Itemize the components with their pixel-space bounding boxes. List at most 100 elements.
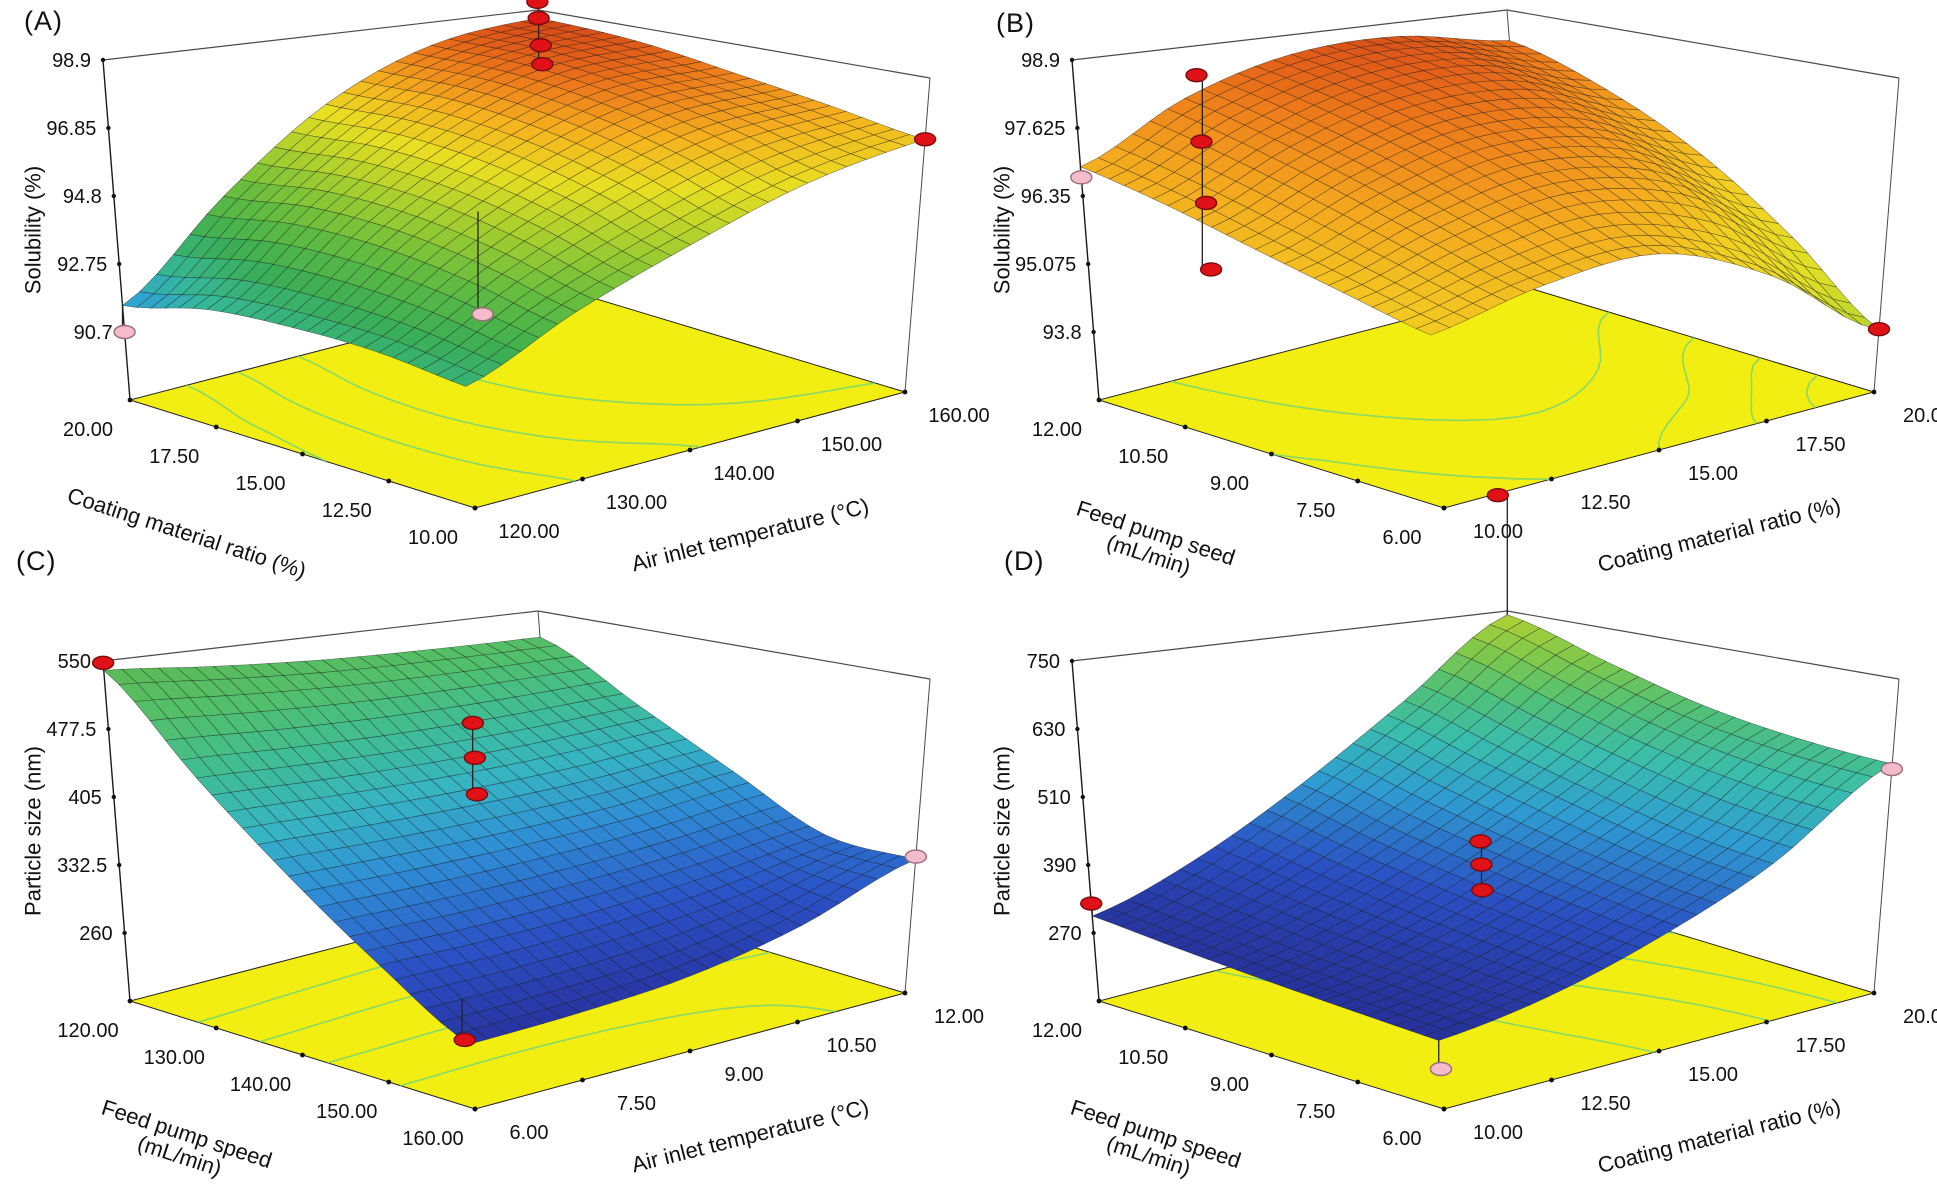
z-tick-dot [1075,726,1080,732]
svg-text:120.00: 120.00 [498,521,559,543]
svg-text:6.00: 6.00 [1383,1128,1422,1150]
axis2-tick-label: 150.00 [821,434,882,456]
axis1-tick-label: 150.00 [316,1101,377,1123]
design-points [1070,67,1891,337]
z-tick-dot [1075,125,1080,131]
svg-text:630: 630 [1032,719,1065,741]
panel-label-c: (C) [16,546,57,576]
svg-text:Particle size (nm): Particle size (nm) [21,746,46,916]
svg-text:Coating material ratio (%): Coating material ratio (%) [64,482,309,583]
svg-text:12.00: 12.00 [1032,419,1082,441]
axis2-tick-label: 20.00 [1903,405,1937,427]
z-tick-label: 98.9 [1021,50,1060,72]
svg-text:270: 270 [1048,923,1081,945]
svg-text:95.075: 95.075 [1015,254,1076,276]
axis1-tick-label: 12.50 [322,500,372,522]
design-points [113,0,937,340]
panel-label-a: (A) [24,6,63,36]
axis1-tick-dot [127,397,133,403]
z-axis [1071,59,1100,401]
box-top-edge-left [102,9,539,61]
svg-text:20.00: 20.00 [63,419,113,441]
svg-text:98.9: 98.9 [1021,50,1060,72]
z-axis-title: Solubility (%) [990,166,1015,294]
z-tick-label: 270 [1048,923,1081,945]
z-tick-label: 390 [1043,855,1076,877]
z-tick-dot [111,193,117,199]
design-point-marker-pink [1880,761,1904,777]
surface-mesh [103,636,917,1045]
z-tick-dot [1086,862,1091,868]
z-tick-label: 510 [1037,787,1070,809]
axis2-tick-label: 12.50 [1580,1093,1630,1115]
axis2-tick-label: 10.50 [826,1035,876,1057]
z-axis [102,660,131,1002]
box-top-edge-left [1071,610,1508,662]
svg-text:140.00: 140.00 [713,463,774,485]
design-point-marker-pink [471,307,494,322]
z-tick-dot [1080,193,1085,199]
floor-contours [1170,311,1819,481]
svg-text:Air inlet temperature (°C): Air inlet temperature (°C) [629,1094,871,1177]
svg-text:96.85: 96.85 [46,118,96,140]
svg-text:160.00: 160.00 [928,405,989,427]
z-tick-label: 630 [1032,719,1065,741]
svg-text:Solubility (%): Solubility (%) [990,166,1015,294]
z-tick-dot [1091,930,1096,936]
axis1-tick-dot [1355,478,1361,484]
axis2-title: Coating material ratio (%) [1595,1093,1843,1178]
axis2-tick-label: 20.00 [1903,1006,1937,1028]
axis1-tick-dot [300,1052,305,1058]
svg-text:97.625: 97.625 [1004,118,1065,140]
svg-text:390: 390 [1043,855,1076,877]
box-top-edge-right [1506,9,1900,79]
svg-text:12.00: 12.00 [934,1006,984,1028]
svg-text:12.50: 12.50 [1580,492,1630,514]
design-point-marker-red [913,132,937,147]
svg-text:12.00: 12.00 [1032,1020,1082,1042]
axis2-tick-dot [1549,476,1554,482]
axis1-tick-dot [127,998,133,1004]
z-tick-label: 260 [79,923,112,945]
svg-text:160.00: 160.00 [402,1128,463,1150]
design-point-marker-red [465,787,489,802]
axis1-tick-dot [1355,1079,1361,1085]
design-point-marker-red [531,57,554,72]
design-points [1080,487,1904,1077]
axis2-tick-dot [687,1048,693,1054]
surface-plot-panel-d: 750 630 510 390 270 12.00 10.50 9.00 7.50 6.00 10.… [990,487,1937,1181]
axis2-tick-dot [687,447,693,453]
axis2-tick-dot [1441,1106,1447,1112]
z-tick-label: 92.75 [57,254,107,276]
svg-text:9.00: 9.00 [1210,473,1249,495]
svg-text:130.00: 130.00 [144,1047,205,1069]
svg-text:7.50: 7.50 [617,1093,656,1115]
z-tick-dot [1091,329,1096,335]
axis1-tick-dot [1096,397,1102,403]
axis1-tick-dot [1269,1052,1274,1058]
svg-text:Coating material ratio (%): Coating material ratio (%) [1595,492,1843,577]
z-tick-dot [117,261,122,267]
axis2-tick-label: 130.00 [606,492,667,514]
z-tick-label: 750 [1027,651,1060,673]
axis1-tick-label: 17.50 [149,446,199,468]
svg-text:405: 405 [68,787,101,809]
axis2-tick-dot [580,476,585,482]
axis2-tick-dot [1656,447,1662,453]
surface-plot-panel-a: 98.9 96.85 94.8 92.75 90.7 20.00 17.50 15.00 12.… [21,0,990,583]
svg-text:20.00: 20.00 [1903,405,1937,427]
box-top-edge-left [102,610,539,662]
axis2-tick-dot [795,1019,800,1025]
design-point-marker-red [91,655,115,671]
axis2-tick-label: 17.50 [1795,434,1845,456]
box-top-edge-right [537,9,931,79]
svg-text:750: 750 [1027,651,1060,673]
box-top-edge-right [1506,610,1900,680]
axis2-tick-label: 160.00 [928,405,989,427]
axis2-tick-dot [1656,1048,1662,1054]
svg-text:6.00: 6.00 [1383,527,1422,549]
svg-text:90.7: 90.7 [74,322,113,344]
design-point-marker-red [461,715,485,731]
axis1-tick-label: 12.00 [1032,419,1082,441]
design-point-marker-red [527,10,550,26]
